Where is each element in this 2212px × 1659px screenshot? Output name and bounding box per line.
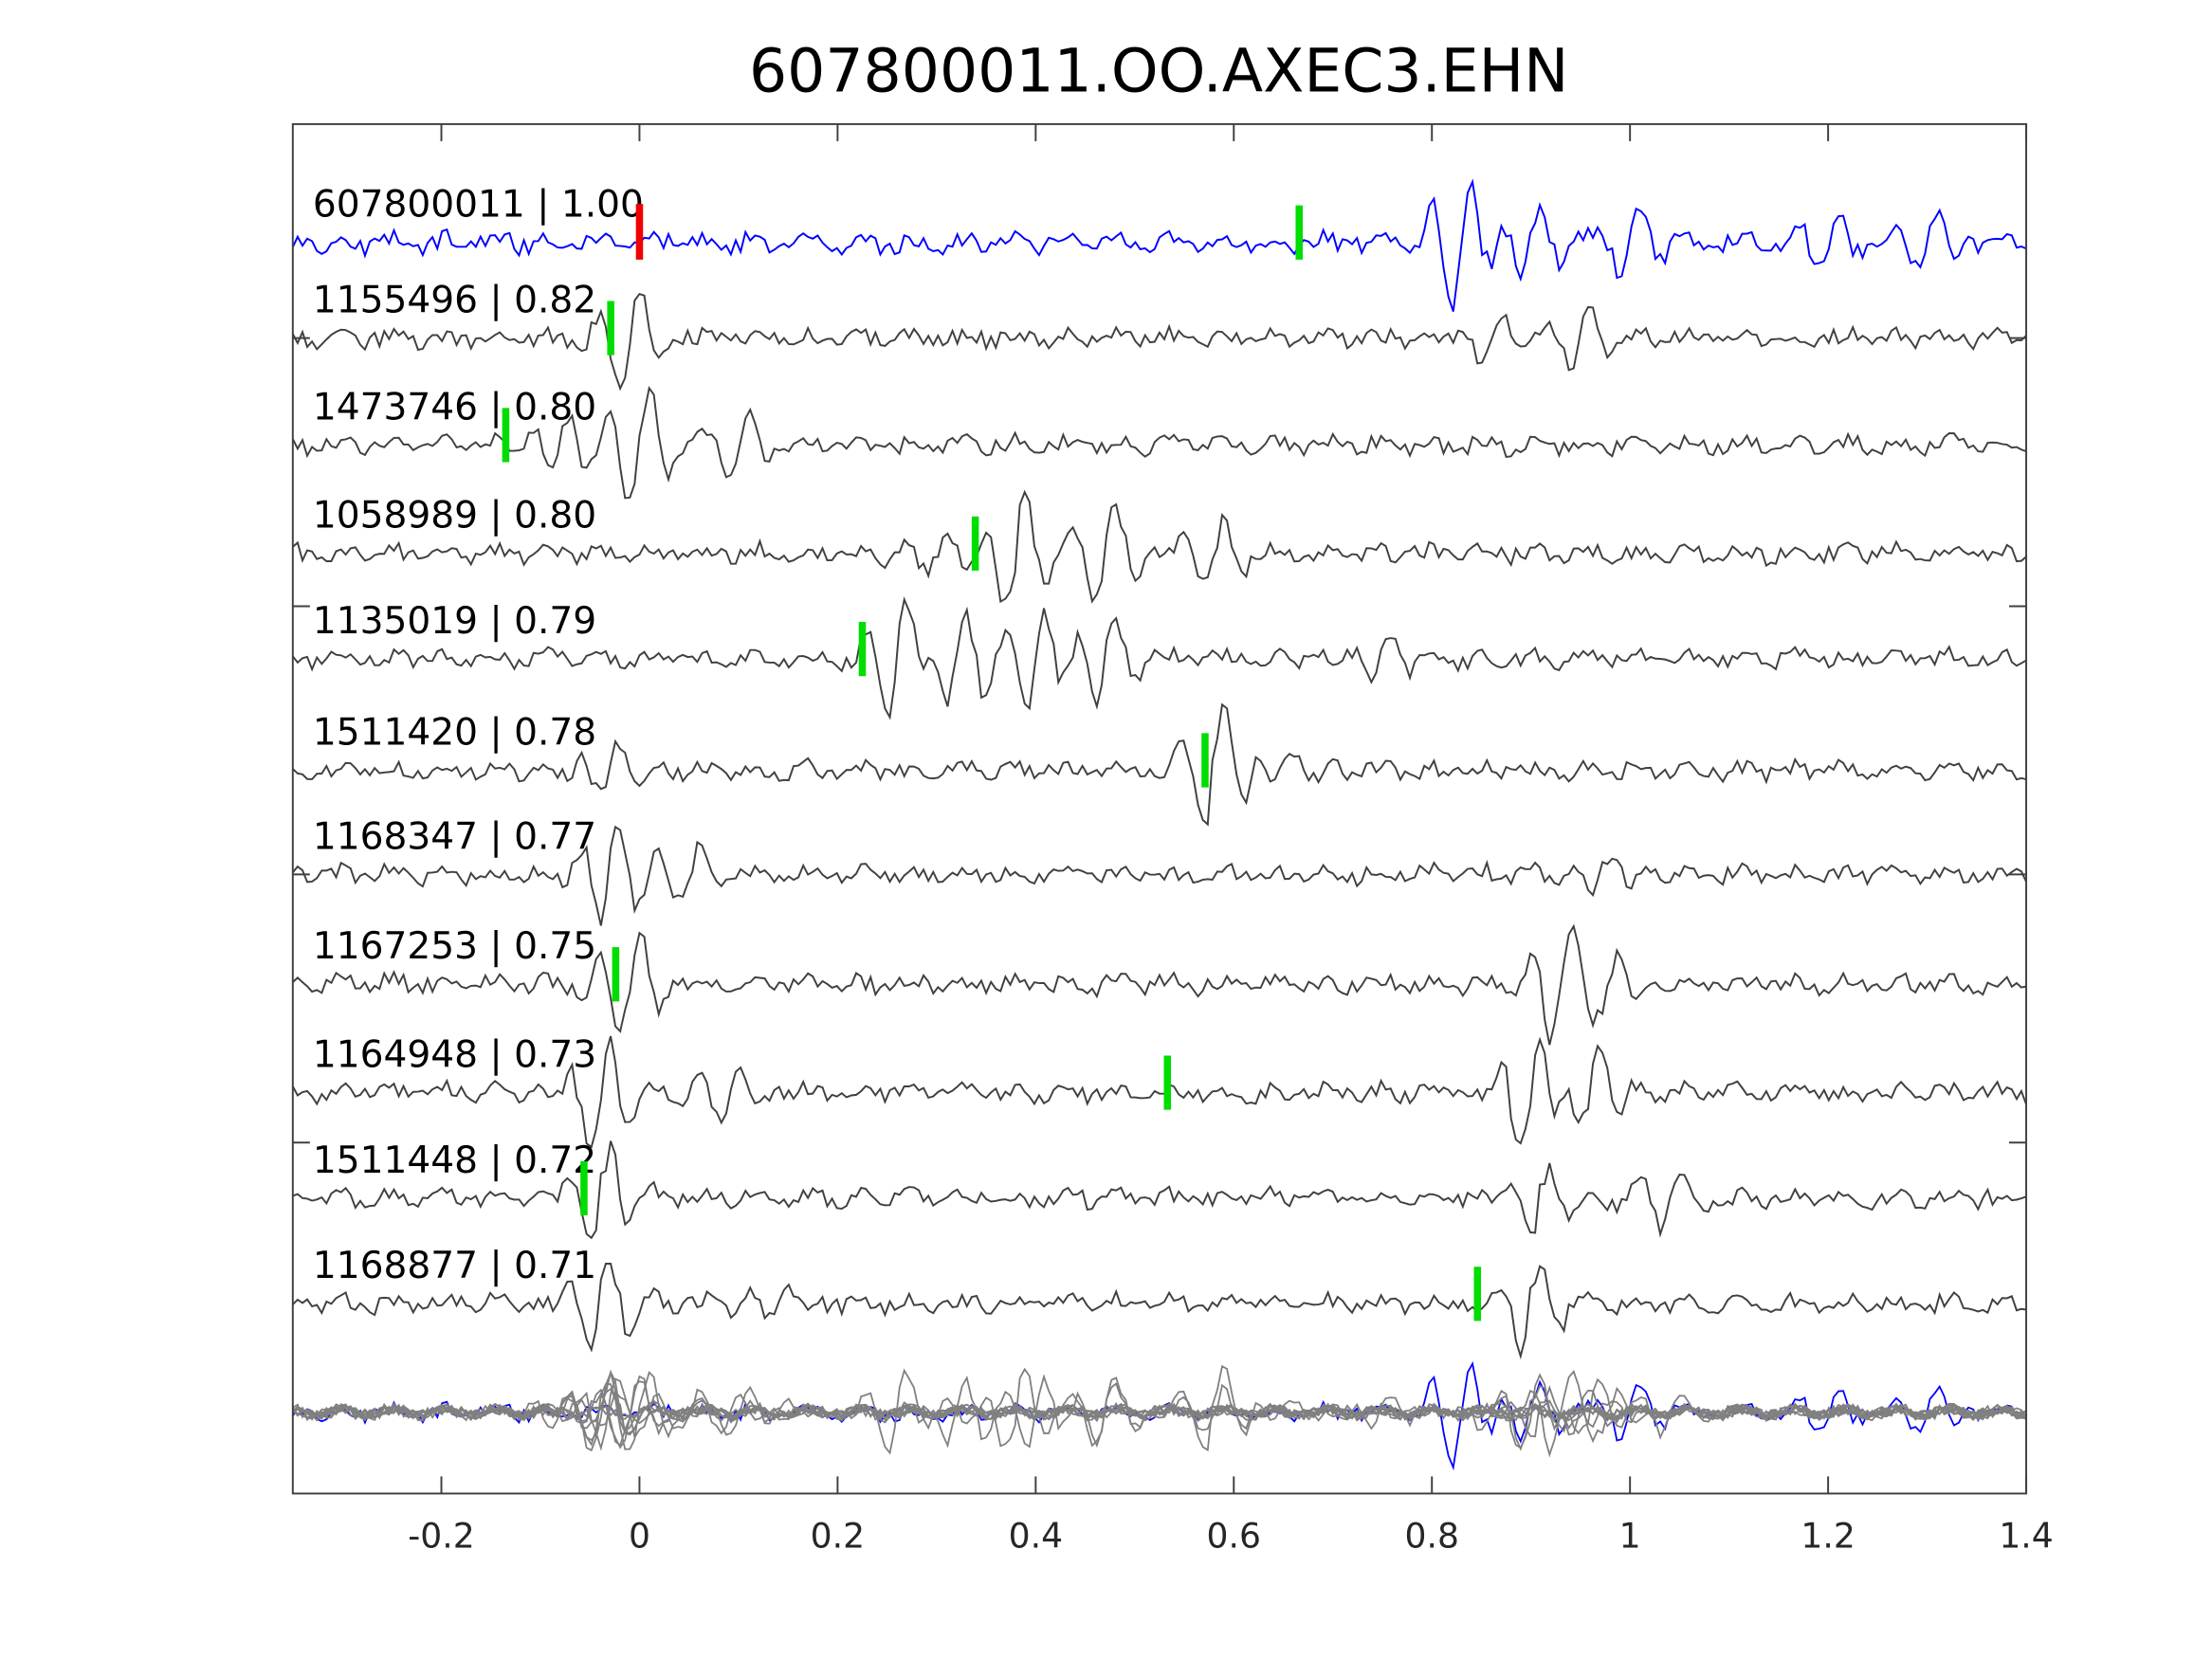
trace-waveform-607800011 — [291, 178, 2027, 312]
trace-label: 1168877 | 0.71 — [313, 1245, 596, 1287]
chart-title: 607800011.OO.AXEC3.EHN — [749, 35, 1568, 105]
trace-waveform-1473746 — [291, 386, 2027, 500]
trace-waveform-1167253 — [292, 923, 2027, 1046]
trace-waveform-1168877 — [292, 1263, 2027, 1360]
trace-label: 1164948 | 0.73 — [313, 1034, 596, 1077]
trace-label: 1511420 | 0.78 — [313, 711, 596, 754]
trace-waveform-1511420 — [292, 702, 2027, 827]
stacked-waveform-1168877 — [292, 1383, 2027, 1451]
traces-group: 607800011 | 1.00 1155496 | 0.82 1473746 | … — [291, 178, 2027, 1471]
trace-label: 1135019 | 0.79 — [313, 600, 596, 643]
trace-waveform-1135019 — [292, 596, 2027, 720]
x-tick-label: 1 — [1619, 1516, 1641, 1557]
x-tick-label: 1.4 — [1999, 1516, 2053, 1557]
x-tick-label: -0.2 — [408, 1516, 474, 1557]
x-tick-label: 0.2 — [811, 1516, 865, 1557]
trace-label: 607800011 | 1.00 — [313, 184, 644, 227]
trace-label: 1058989 | 0.80 — [313, 495, 596, 538]
trace-waveform-1168347 — [292, 825, 2027, 926]
trace-waveform-1058989 — [292, 489, 2027, 604]
x-tick-label: 0.4 — [1009, 1516, 1063, 1557]
axis-ticks: -0.2 0 0.2 0.4 0.6 0.8 1 1.2 1.4 — [292, 123, 2054, 1557]
stacked-waveform-1168347 — [292, 1377, 2027, 1451]
trace-label: 1511448 | 0.72 — [313, 1139, 596, 1182]
trace-label: 1473746 | 0.80 — [313, 386, 596, 428]
trace-waveform-1164948 — [291, 1035, 2027, 1149]
trace-label: 1168347 | 0.77 — [313, 815, 596, 858]
trace-label: 1167253 | 0.75 — [313, 925, 596, 968]
trace-label: 1155496 | 0.82 — [313, 280, 596, 322]
plot-frame — [291, 122, 2028, 1495]
x-tick-label: 1.2 — [1801, 1516, 1855, 1557]
trace-waveform-1155496 — [291, 292, 2027, 392]
x-tick-label: 0 — [629, 1516, 650, 1557]
x-tick-label: 0.6 — [1207, 1516, 1261, 1557]
x-tick-label: 0.8 — [1405, 1516, 1459, 1557]
